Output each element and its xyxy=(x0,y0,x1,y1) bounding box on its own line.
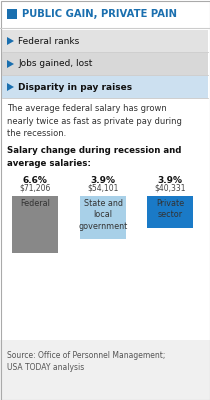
Text: The average federal salary has grown
nearly twice as fast as private pay during
: The average federal salary has grown nea… xyxy=(7,104,182,138)
Bar xyxy=(7,9,17,19)
Bar xyxy=(80,196,126,239)
Bar xyxy=(0,340,210,400)
Bar xyxy=(2,30,208,52)
Bar xyxy=(2,53,208,75)
Bar xyxy=(2,76,208,98)
Text: Jobs gained, lost: Jobs gained, lost xyxy=(18,60,92,68)
Text: Source: Office of Personnel Management;
USA TODAY analysis: Source: Office of Personnel Management; … xyxy=(7,350,165,372)
Text: Disparity in pay raises: Disparity in pay raises xyxy=(18,82,132,92)
Text: State and
local
government: State and local government xyxy=(78,199,128,231)
Bar xyxy=(0,0,210,28)
Text: 6.6%: 6.6% xyxy=(22,176,47,185)
Text: $71,206: $71,206 xyxy=(19,183,51,192)
Bar xyxy=(147,196,193,228)
Text: Salary change during recession and
average salaries:: Salary change during recession and avera… xyxy=(7,146,181,168)
Text: $40,331: $40,331 xyxy=(154,183,186,192)
Text: $54,101: $54,101 xyxy=(87,183,119,192)
Text: Federal ranks: Federal ranks xyxy=(18,36,79,46)
Polygon shape xyxy=(7,37,14,45)
Text: Federal: Federal xyxy=(20,199,50,208)
Text: 3.9%: 3.9% xyxy=(158,176,182,185)
Text: PUBLIC GAIN, PRIVATE PAIN: PUBLIC GAIN, PRIVATE PAIN xyxy=(22,9,177,19)
Bar xyxy=(12,196,58,253)
Text: 3.9%: 3.9% xyxy=(91,176,116,185)
Polygon shape xyxy=(7,83,14,91)
Polygon shape xyxy=(7,60,14,68)
Text: Private
sector: Private sector xyxy=(156,199,184,220)
